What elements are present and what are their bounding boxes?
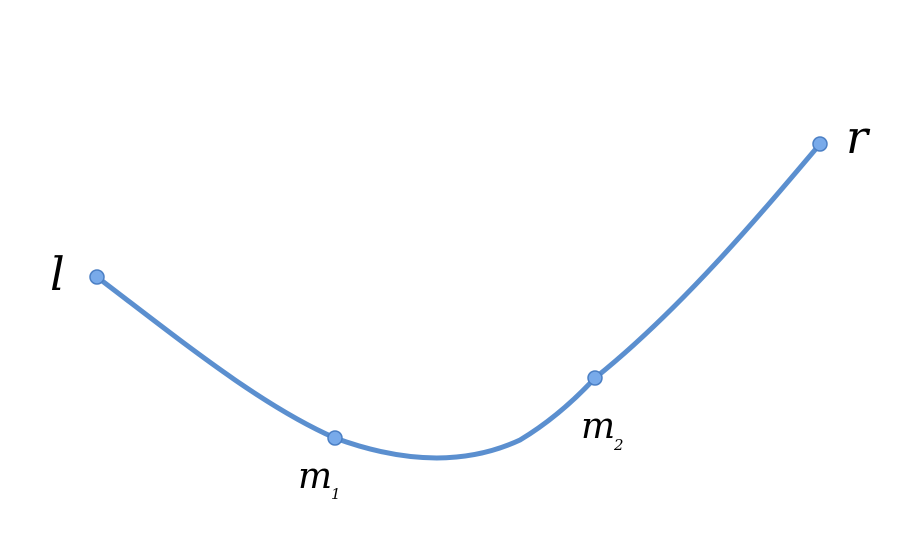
label-m2-subscript: 2 (613, 436, 624, 454)
label-m2: m (581, 406, 615, 447)
point-m2 (587, 370, 603, 386)
point-l (89, 269, 105, 285)
label-m1: m (298, 456, 332, 497)
point-m1 (327, 430, 343, 446)
label-r: r (846, 110, 871, 164)
curve (94, 141, 823, 461)
label-m1-subscript: 1 (331, 485, 341, 503)
point-r (812, 136, 828, 152)
label-l: l (50, 247, 65, 301)
